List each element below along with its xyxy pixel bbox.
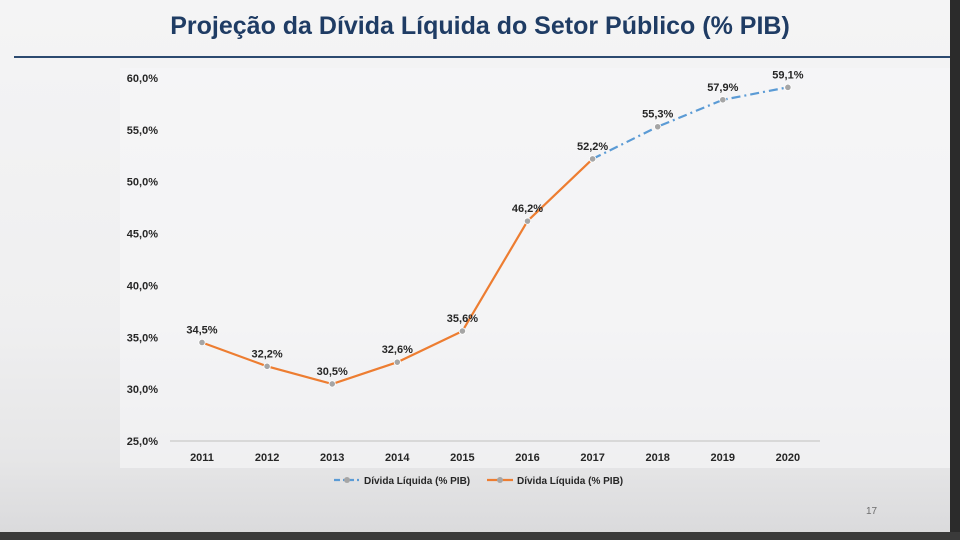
legend-item: Dívida Líquida (% PIB) [487,476,623,487]
data-label: 32,2% [251,348,282,360]
legend-swatch-marker [344,477,350,483]
y-tick-label: 45,0% [127,229,158,241]
data-label: 34,5% [186,324,217,336]
screen-frame-edge [950,0,960,540]
legend-label: Dívida Líquida (% PIB) [364,476,470,487]
data-label: 35,6% [447,313,478,325]
data-point [654,123,662,131]
data-point [588,155,597,163]
y-tick-label: 60,0% [127,73,158,85]
data-point [719,96,727,104]
plot-area [120,68,950,468]
data-label: 59,1% [772,69,803,81]
y-tick-label: 55,0% [127,125,158,137]
legend-item: Dívida Líquida (% PIB) [334,476,470,487]
x-tick-label: 2014 [385,452,410,464]
data-point [458,327,466,335]
data-label: 52,2% [577,141,608,153]
x-tick-label: 2012 [255,452,279,464]
data-point [328,380,336,388]
data-label: 55,3% [642,109,673,121]
x-tick-label: 2015 [450,452,474,464]
y-tick-label: 40,0% [127,280,158,292]
data-label: 46,2% [512,203,543,215]
page-title: Projeção da Dívida Líquida do Setor Públ… [170,12,790,40]
y-tick-label: 30,0% [127,384,158,396]
x-tick-label: 2013 [320,452,344,464]
page-number: 17 [866,506,878,517]
legend-label: Dívida Líquida (% PIB) [517,476,623,487]
data-point [263,362,271,370]
x-tick-label: 2019 [711,452,735,464]
data-point [523,217,532,225]
x-tick-label: 2017 [580,452,604,464]
screen-frame-bottom [0,532,960,540]
data-point [393,358,401,366]
legend-swatch-marker [497,477,503,483]
x-tick-label: 2011 [190,452,214,464]
data-point [198,338,206,347]
data-label: 57,9% [707,82,738,94]
y-tick-label: 50,0% [127,177,158,189]
series-line-projection [592,86,789,160]
y-tick-label: 25,0% [127,436,158,448]
title-divider [14,56,950,58]
data-point [784,83,792,91]
data-label: 30,5% [317,366,348,378]
data-label: 32,6% [382,344,413,356]
x-tick-label: 2016 [515,452,539,464]
x-tick-label: 2018 [645,452,669,464]
x-tick-label: 2020 [776,452,800,464]
y-tick-label: 35,0% [127,332,158,344]
